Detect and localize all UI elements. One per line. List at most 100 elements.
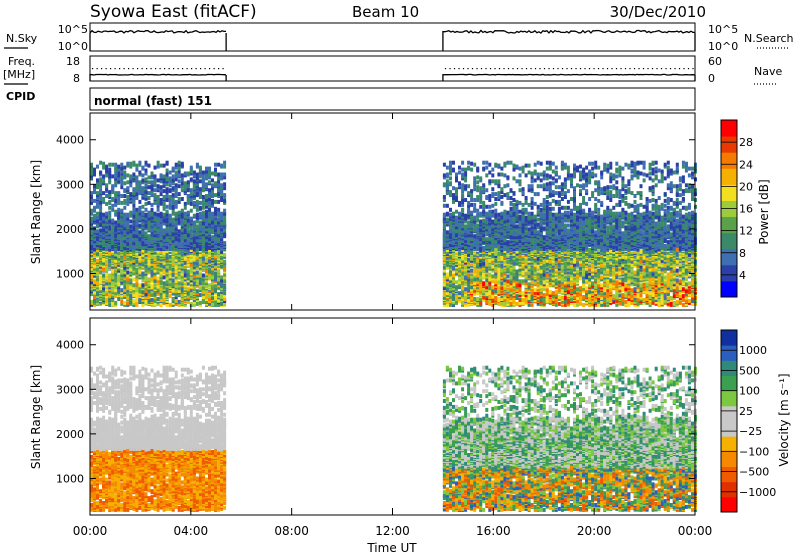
trace-line — [442, 29, 695, 34]
heatmap-cell — [506, 192, 510, 197]
heatmap-cell — [102, 246, 106, 250]
heatmap-cell — [515, 283, 519, 288]
heatmap-cell — [141, 186, 145, 191]
heatmap-cell — [138, 289, 142, 294]
heatmap-cell — [195, 224, 199, 229]
heatmap-cell — [515, 277, 519, 282]
trace-dot — [602, 68, 604, 70]
heatmap-cell — [150, 207, 154, 212]
heatmap-cell — [485, 188, 489, 193]
heatmap-cell — [192, 213, 196, 218]
heatmap-cell — [102, 266, 106, 271]
heatmap-cell — [120, 166, 124, 171]
heatmap-cell — [102, 297, 106, 301]
heatmap-cell — [108, 190, 112, 195]
heatmap-cell — [183, 211, 187, 216]
heatmap-cell — [473, 215, 477, 220]
heatmap-cell — [135, 298, 139, 302]
heatmap-cell — [153, 239, 157, 244]
heatmap-cell — [162, 228, 166, 233]
heatmap-cell — [108, 178, 112, 183]
heatmap-cell — [442, 173, 446, 178]
heatmap-cell — [506, 210, 510, 215]
heatmap-cell — [171, 267, 175, 272]
noise-right-tick-top: 10^5 — [708, 23, 738, 36]
heatmap-cell — [464, 224, 468, 229]
heatmap-cell — [482, 281, 486, 286]
heatmap-cell — [449, 164, 452, 169]
heatmap-cell — [159, 218, 163, 223]
heatmap-cell — [195, 289, 199, 294]
heatmap-cell — [93, 213, 96, 218]
heatmap-cell — [180, 161, 184, 166]
heatmap-cell — [129, 219, 133, 224]
heatmap-cell — [111, 225, 115, 230]
heatmap-cell — [214, 271, 217, 276]
heatmap-cell — [461, 290, 465, 295]
heatmap-cell — [96, 211, 99, 216]
heatmap-cell — [138, 180, 142, 185]
noise-left-tick-bottom: 10^0 — [58, 40, 88, 53]
heatmap-cell — [117, 199, 121, 204]
trace-dot — [485, 68, 487, 70]
heatmap-cell — [144, 190, 148, 195]
heatmap-cell — [177, 184, 181, 189]
heatmap-cell — [482, 160, 486, 165]
heatmap-cell — [464, 184, 468, 189]
heatmap-cell — [488, 291, 492, 296]
heatmap-cell — [445, 165, 449, 170]
heatmap-cell — [117, 274, 121, 279]
heatmap-cell — [479, 284, 483, 289]
heatmap-cell — [105, 187, 109, 192]
heatmap-cell — [479, 190, 483, 195]
heatmap-cell — [111, 288, 115, 293]
heatmap-cell — [114, 174, 118, 179]
heatmap-cell — [515, 199, 519, 204]
heatmap-cell — [105, 272, 109, 277]
heatmap-cell — [220, 183, 224, 188]
heatmap-cell — [99, 207, 103, 212]
heatmap-cell — [201, 210, 205, 215]
heatmap-cell — [491, 274, 495, 279]
heatmap-cell — [102, 273, 106, 278]
heatmap-cell — [141, 165, 145, 170]
heatmap-cell — [509, 206, 513, 211]
heatmap-cell — [497, 280, 501, 285]
heatmap-cell — [452, 199, 455, 204]
heatmap-cell — [186, 229, 190, 234]
heatmap-cell — [500, 200, 504, 205]
heatmap-cell — [442, 212, 446, 217]
heatmap-cell — [491, 253, 495, 258]
heatmap-cell — [208, 269, 211, 274]
trace-dot — [651, 68, 654, 70]
heatmap-cell — [442, 182, 446, 187]
heatmap-cell — [108, 210, 112, 215]
heatmap-cell — [189, 188, 193, 193]
trace-dot — [674, 68, 676, 70]
heatmap-cell — [90, 171, 93, 176]
heatmap-cell — [482, 246, 486, 250]
heatmap-cell — [195, 270, 199, 275]
heatmap-cell — [500, 219, 504, 224]
heatmap-cell — [123, 285, 127, 290]
heatmap-cell — [105, 173, 109, 178]
heatmap-cell — [491, 213, 495, 218]
heatmap-cell — [491, 179, 495, 184]
heatmap-cell — [494, 248, 498, 252]
heatmap-cell — [470, 189, 474, 194]
heatmap-cell — [135, 267, 139, 272]
heatmap-cell — [211, 198, 214, 203]
heatmap-cell — [205, 166, 208, 171]
heatmap-cell — [442, 203, 446, 208]
heatmap-cell — [506, 225, 510, 230]
heatmap-cell — [123, 165, 127, 170]
heatmap-cell — [183, 256, 187, 261]
heatmap-cell — [90, 198, 93, 202]
heatmap-cell — [141, 271, 145, 276]
heatmap-cell — [198, 227, 202, 232]
heatmap-cell — [470, 194, 474, 198]
heatmap-cell — [168, 202, 172, 207]
heatmap-cell — [174, 242, 178, 247]
heatmap-cell — [455, 187, 458, 192]
heatmap-cell — [223, 193, 227, 198]
